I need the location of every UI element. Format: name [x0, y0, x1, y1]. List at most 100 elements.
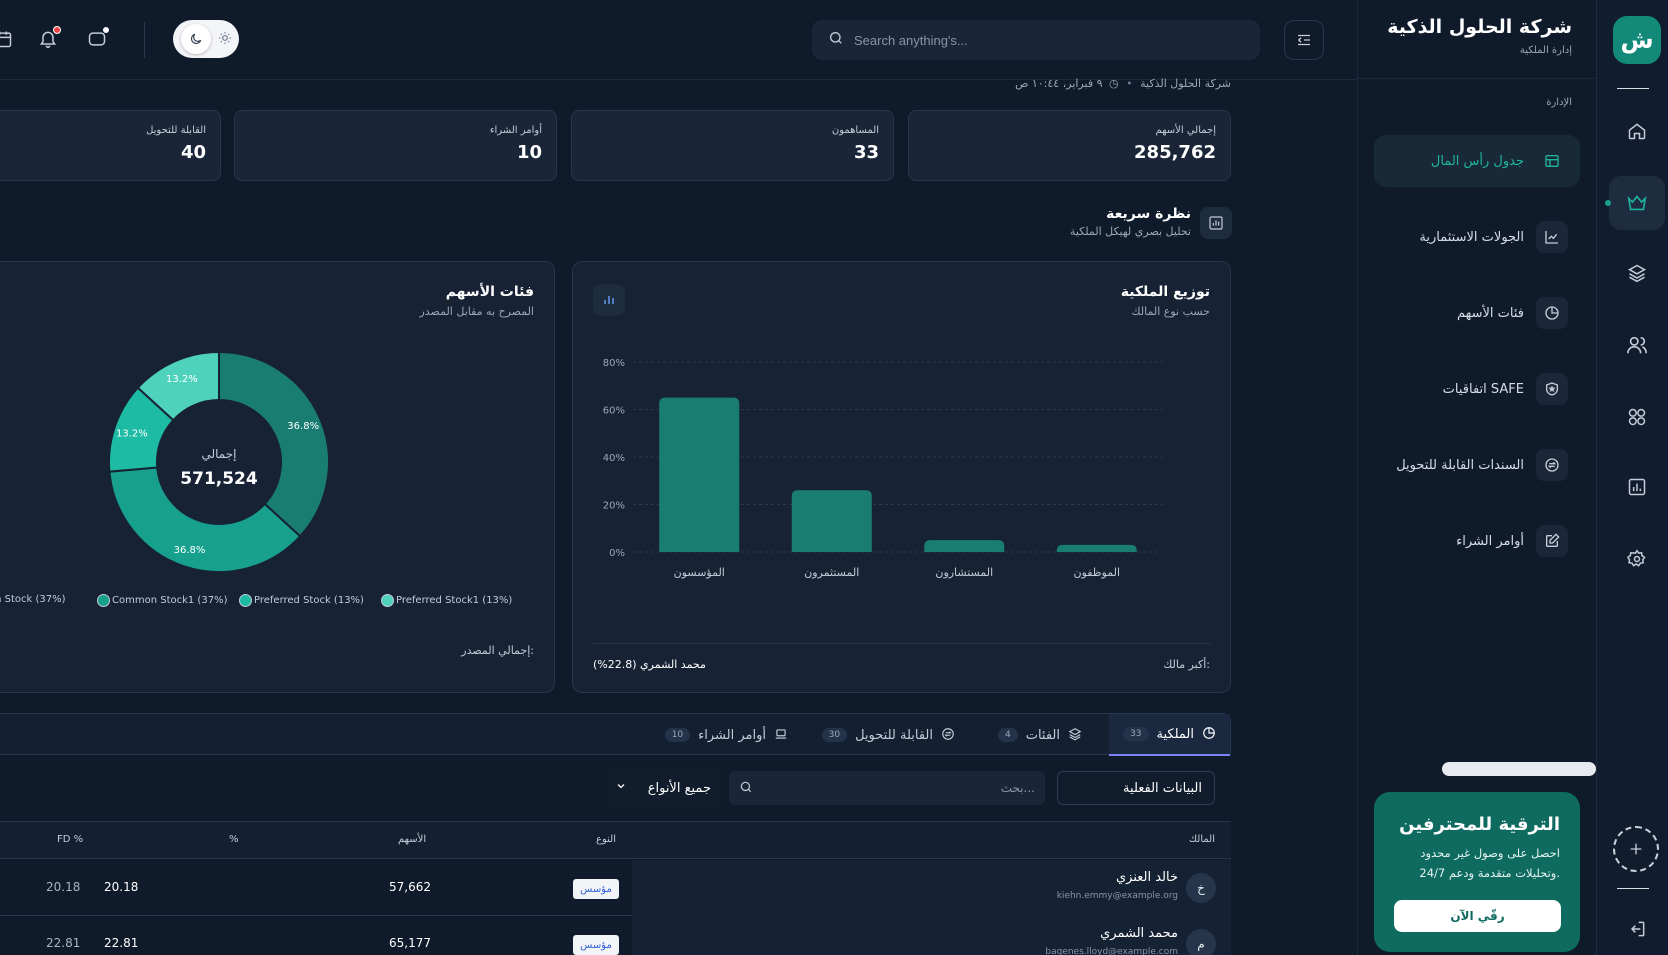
type-filter-value: جميع الأنواع	[647, 780, 711, 796]
table-search-input[interactable]	[775, 781, 1035, 795]
owner-name: خالد العنزي	[1115, 870, 1178, 885]
legend-item[interactable]: Preferred Stock1 (13%)	[381, 594, 512, 607]
stat-purchase-orders: أوامر الشراء 10	[234, 110, 557, 181]
sidebar-item-cap-table[interactable]: جدول رأس المال	[1374, 135, 1580, 187]
breadcrumb: شركة الحلول الذكية • ◷ ٩ فبراير، ١٠:٤٤ ص	[1015, 77, 1231, 90]
total-issued-label: إجمالي المصدر:	[461, 644, 534, 657]
tab-count: 30	[821, 728, 848, 742]
notifications-icon[interactable]	[35, 26, 61, 52]
donut-slice	[108, 466, 302, 573]
breadcrumb-company: شركة الحلول الذكية	[1140, 77, 1231, 90]
clock-icon: ◷	[1109, 77, 1119, 90]
share-classes-donut: 36.8% 36.8% 13.2% 13.2% إجمالي 571,524	[108, 350, 330, 573]
sidebar-item-purchase-orders[interactable]: أوامر الشراء	[1374, 515, 1580, 567]
sidebar: شركة الحلول الذكية إدارة الملكية الإدارة…	[1357, 0, 1596, 955]
y-tick-label: 60%	[603, 406, 625, 417]
sidebar-item-label: السندات القابلة للتحويل	[1396, 457, 1524, 473]
x-tick-label: المستشارون	[935, 566, 993, 579]
sidebar-item-share-classes[interactable]: فئات الأسهم	[1374, 287, 1580, 339]
bar	[1056, 544, 1137, 552]
type-filter-select[interactable]: جميع الأنواع	[607, 769, 719, 807]
stat-total-shares: إجمالي الأسهم 285,762	[908, 110, 1231, 181]
th-owner[interactable]: المالك	[1188, 834, 1215, 845]
chart-icon[interactable]	[1609, 460, 1665, 514]
crown-icon[interactable]	[1605, 176, 1665, 230]
upgrade-button[interactable]: رقّي الآن	[1394, 900, 1561, 932]
active-indicator	[1605, 200, 1611, 206]
data-source-select[interactable]: البيانات الفعلية	[1057, 771, 1215, 805]
bar-chart-icon[interactable]	[593, 284, 625, 316]
sidebar-item-safe[interactable]: اتفاقيات SAFE	[1374, 363, 1580, 415]
sun-icon[interactable]	[218, 30, 232, 49]
th-fd-percent[interactable]: FD %	[57, 834, 84, 845]
sidebar-scrollbar[interactable]	[1442, 762, 1596, 776]
table-search[interactable]	[729, 771, 1045, 805]
bar	[924, 540, 1005, 552]
add-workspace-button[interactable]	[1613, 826, 1659, 872]
table-row[interactable]: خ خالد العنزي kiehn.emmy@example.org مؤس…	[0, 860, 1231, 916]
owner-cell	[632, 916, 1231, 955]
quick-view-subtitle: تحليل بصري لهيكل الملكية	[1069, 225, 1191, 238]
y-tick-label: 80%	[603, 358, 625, 369]
settings-icon[interactable]	[1609, 532, 1665, 586]
layers-icon[interactable]	[1609, 246, 1665, 300]
donut-slice	[218, 350, 330, 538]
th-percent[interactable]: %	[229, 834, 239, 845]
upgrade-title: الترقية للمحترفين	[1399, 814, 1560, 835]
messages-icon[interactable]	[84, 26, 110, 52]
sidebar-item-label: الجولات الاستثمارية	[1419, 229, 1524, 245]
header-divider	[144, 22, 145, 58]
top-header	[0, 0, 1357, 80]
ownership-table: المالك النوع الأسهم % FD % خ خالد العنزي…	[0, 821, 1231, 955]
legend-item[interactable]: Common Stock1 (37%)	[97, 594, 227, 607]
moon-icon[interactable]	[180, 24, 211, 54]
sidebar-item-rounds[interactable]: الجولات الاستثمارية	[1374, 211, 1580, 263]
tab-classes[interactable]: الفئات 4	[997, 714, 1082, 756]
panel-subtitle: المصرح به مقابل المصدر	[419, 305, 534, 318]
home-icon[interactable]	[1609, 104, 1665, 158]
search-icon	[828, 30, 844, 50]
stat-value: 10	[516, 142, 542, 163]
fd-percent-cell: 22.81	[46, 936, 81, 950]
breadcrumb-datetime: ٩ فبراير، ١٠:٤٤ ص	[1015, 77, 1103, 90]
legend-swatch	[97, 594, 110, 607]
largest-owner-label: أكبر مالك:	[1163, 658, 1210, 671]
owner-email: kiehn.emmy@example.org	[1056, 891, 1178, 901]
calendar-icon[interactable]	[0, 26, 16, 52]
tab-label: الفئات	[1025, 727, 1060, 743]
sidebar-item-convertibles[interactable]: السندات القابلة للتحويل	[1374, 439, 1580, 491]
tab-label: القابلة للتحويل	[855, 727, 933, 743]
legend-item[interactable]: on Stock (37%)	[0, 594, 66, 605]
breadcrumb-separator: •	[1126, 77, 1133, 90]
grid-icon[interactable]	[1609, 390, 1665, 444]
th-shares[interactable]: الأسهم	[398, 834, 427, 845]
app-logo[interactable]: ش	[1613, 16, 1661, 64]
tab-ownership[interactable]: الملكية 33	[1109, 714, 1230, 756]
stat-value: 40	[180, 142, 206, 163]
theme-toggle[interactable]	[173, 20, 239, 58]
legend-item[interactable]: Preferred Stock (13%)	[239, 594, 364, 607]
table-row[interactable]: م محمد الشمري bagenes.lloyd@example.com …	[0, 916, 1231, 955]
users-icon[interactable]	[1609, 318, 1665, 372]
slice-label: 36.8%	[287, 421, 319, 432]
fd-percent-cell: 20.18	[46, 880, 81, 894]
slice-label: 13.2%	[166, 374, 198, 385]
type-badge: مؤسس	[573, 879, 619, 899]
stat-label: إجمالي الأسهم	[1155, 125, 1216, 136]
logout-icon[interactable]	[1609, 902, 1665, 955]
th-type[interactable]: النوع	[596, 834, 616, 845]
edit-icon	[1536, 525, 1568, 557]
tab-convertibles[interactable]: القابلة للتحويل 30	[821, 714, 955, 756]
x-tick-label: الموظفون	[1073, 566, 1120, 579]
shield-icon	[1536, 373, 1568, 405]
percent-cell: 22.81	[104, 936, 139, 950]
search-icon	[739, 779, 753, 798]
tab-purchase-orders[interactable]: أوامر الشراء 10	[664, 714, 788, 756]
stat-label: المساهمون	[831, 125, 879, 136]
tab-count: 4	[997, 728, 1018, 742]
shares-cell: 65,177	[389, 936, 431, 950]
sidebar-toggle-button[interactable]	[1284, 20, 1324, 60]
search-input[interactable]	[854, 32, 1234, 48]
global-search[interactable]	[812, 20, 1260, 60]
company-name: شركة الحلول الذكية	[1387, 16, 1572, 38]
